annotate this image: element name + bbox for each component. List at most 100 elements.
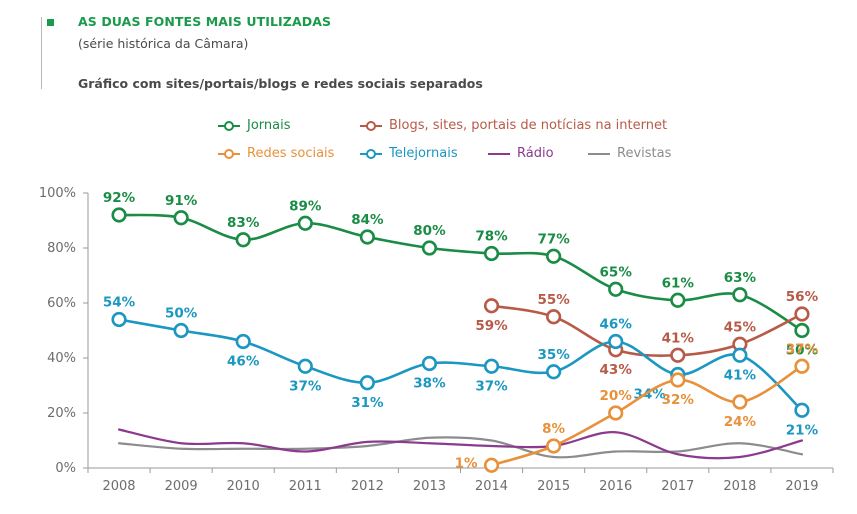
data-point bbox=[111, 311, 127, 328]
y-tick-label: 100% bbox=[39, 186, 76, 201]
x-tick-label: 2009 bbox=[165, 479, 198, 494]
y-tick-label: 20% bbox=[47, 406, 76, 421]
data-label: 56% bbox=[786, 289, 819, 305]
legend-label: Blogs, sites, portais de notícias na int… bbox=[389, 118, 668, 133]
x-tick-label: 2018 bbox=[723, 479, 756, 494]
legend-item-revistas: Revistas bbox=[587, 146, 671, 161]
data-label: 63% bbox=[724, 270, 757, 286]
legend-item-redes-sociais: Redes sociais bbox=[217, 146, 334, 161]
data-point bbox=[794, 306, 810, 322]
legend-item-radio: Rádio bbox=[487, 146, 554, 161]
data-label: 31% bbox=[351, 395, 384, 411]
y-tick-label: 60% bbox=[47, 296, 76, 311]
x-tick-label: 2011 bbox=[289, 479, 322, 494]
data-point bbox=[608, 281, 624, 297]
data-label: 91% bbox=[165, 193, 198, 209]
data-label: 54% bbox=[103, 295, 136, 311]
x-tick-label: 2010 bbox=[227, 479, 260, 494]
data-point bbox=[794, 322, 810, 339]
data-point bbox=[670, 347, 686, 363]
data-label: 35% bbox=[537, 347, 570, 363]
series-revistas bbox=[117, 436, 804, 459]
data-point bbox=[546, 438, 562, 454]
data-point bbox=[670, 292, 686, 308]
series-radio bbox=[117, 428, 804, 460]
series-line-telejornais bbox=[117, 318, 804, 412]
series-telejornais: 54% 50% 46% 37% 31% 38% 37% 35% 46% 34% 41% 21% bbox=[103, 295, 819, 439]
x-tick-label: 2014 bbox=[475, 479, 508, 494]
chart-subtitle: (série histórica da Câmara) bbox=[78, 36, 249, 51]
data-label: 38% bbox=[413, 376, 446, 392]
chart-title: AS DUAS FONTES MAIS UTILIZADAS bbox=[78, 14, 332, 29]
data-label: 61% bbox=[662, 275, 695, 291]
data-label: 50% bbox=[786, 343, 819, 359]
data-point bbox=[483, 245, 500, 262]
data-point bbox=[732, 347, 748, 363]
line-marker-icon bbox=[360, 148, 382, 159]
legend-item-jornais: Jornais bbox=[217, 118, 291, 133]
data-label: 21% bbox=[786, 422, 819, 438]
data-point bbox=[111, 207, 127, 223]
data-point bbox=[483, 358, 500, 374]
y-tick-label: 80% bbox=[47, 241, 76, 256]
legend-label: Rádio bbox=[517, 146, 554, 161]
data-label: 83% bbox=[227, 215, 260, 231]
legend-label: Revistas bbox=[617, 146, 672, 161]
line-icon bbox=[588, 152, 610, 155]
data-point bbox=[608, 405, 624, 421]
x-tick-label: 2019 bbox=[785, 479, 818, 494]
data-label: 37% bbox=[786, 341, 819, 357]
data-label: 32% bbox=[662, 392, 695, 408]
data-label: 84% bbox=[351, 212, 384, 228]
data-label: 50% bbox=[165, 306, 198, 322]
data-label: 80% bbox=[413, 223, 446, 239]
data-point bbox=[421, 240, 438, 256]
data-label: 55% bbox=[537, 292, 570, 308]
data-label: 92% bbox=[103, 190, 136, 206]
data-point bbox=[359, 229, 375, 245]
series-line-radio bbox=[117, 428, 804, 460]
data-point bbox=[546, 364, 562, 380]
data-label: 65% bbox=[600, 264, 633, 280]
series-jornais: 92% 91% 83% 89% 84% 80% 78% 77% 65% 61% 63% 50% bbox=[103, 190, 819, 359]
data-point bbox=[235, 333, 251, 350]
legend-label: Telejornais bbox=[389, 146, 458, 161]
y-tick-label: 40% bbox=[47, 351, 76, 366]
legend-label: Jornais bbox=[247, 118, 291, 133]
data-point bbox=[235, 232, 251, 248]
data-point bbox=[732, 287, 748, 303]
data-label: 24% bbox=[724, 414, 757, 430]
series-blogs-sites-portais-de-noticias-na-internet: 59% 55% 43% 41% 45% 56% bbox=[475, 289, 818, 378]
data-point bbox=[732, 394, 748, 410]
data-label: 43% bbox=[600, 362, 633, 378]
data-label: 89% bbox=[289, 198, 322, 214]
data-point bbox=[297, 358, 313, 374]
data-label: 78% bbox=[475, 229, 508, 245]
data-label: 37% bbox=[289, 378, 322, 394]
data-point bbox=[670, 372, 686, 388]
legend-item-telejornais: Telejornais bbox=[359, 146, 458, 161]
chart-caption: Gráfico com sites/portais/blogs e redes … bbox=[78, 76, 483, 91]
data-point bbox=[173, 210, 189, 226]
data-point bbox=[483, 298, 500, 314]
line-icon bbox=[488, 152, 510, 155]
data-label: 77% bbox=[537, 231, 570, 247]
series-redes-sociais: 1% 8% 20% 32% 24% 37% bbox=[455, 341, 819, 473]
x-tick-label: 2016 bbox=[599, 479, 632, 494]
data-point bbox=[297, 215, 313, 231]
data-point bbox=[546, 248, 562, 264]
x-tick-label: 2012 bbox=[351, 479, 384, 494]
y-tick-label: 0% bbox=[55, 461, 76, 476]
data-point bbox=[794, 358, 810, 374]
series-line-jornais bbox=[117, 213, 804, 332]
x-tick-label: 2013 bbox=[413, 479, 446, 494]
x-tick-label: 2008 bbox=[102, 479, 135, 494]
data-label: 8% bbox=[542, 421, 565, 437]
legend-label: Redes sociais bbox=[247, 146, 335, 161]
section-bullet-icon bbox=[47, 19, 54, 26]
data-point bbox=[359, 375, 375, 391]
x-tick-label: 2015 bbox=[537, 479, 570, 494]
legend-item-blogs-sites-portais-de-noticias-na-internet: Blogs, sites, portais de notícias na int… bbox=[359, 118, 667, 133]
data-label: 46% bbox=[227, 354, 260, 370]
